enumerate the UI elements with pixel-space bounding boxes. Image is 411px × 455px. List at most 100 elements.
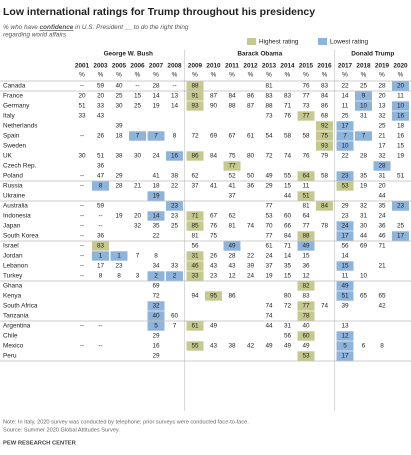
cell-value: -- [80, 183, 84, 190]
percent-sign: % [361, 72, 367, 79]
percent-sign: % [79, 72, 85, 79]
country-label: France [3, 93, 23, 100]
cell-value: 10 [360, 103, 368, 110]
cell-value: 88 [228, 103, 236, 110]
cell-value: 62 [228, 213, 236, 220]
cell-value: 91 [191, 93, 199, 100]
lowest-highlight [336, 171, 354, 181]
cell-value: 25 [341, 113, 349, 120]
lowest-highlight [373, 161, 391, 171]
cell-value: 49 [284, 343, 292, 350]
cell-value: 16 [152, 343, 160, 350]
cell-value: 20 [378, 183, 386, 190]
cell-value: 12 [302, 273, 310, 280]
cell-value: 88 [302, 233, 310, 240]
percent-sign: % [342, 72, 348, 79]
year-header: 2007 [149, 63, 164, 70]
cell-value: 43 [210, 343, 218, 350]
cell-value: 64 [302, 173, 310, 180]
cell-value: 74 [265, 313, 273, 320]
cell-value: 35 [152, 223, 160, 230]
highest-highlight [186, 91, 204, 101]
cell-value: 77 [265, 233, 273, 240]
cell-value: 5 [343, 343, 347, 350]
cell-value: 3 [136, 273, 140, 280]
cell-value: 51 [302, 193, 310, 200]
lowest-highlight [336, 341, 354, 351]
cell-value: 30 [115, 103, 123, 110]
cell-value: 93 [321, 143, 329, 150]
cell-value: 17 [397, 233, 405, 240]
cell-value: 31 [378, 173, 386, 180]
lowest-highlight [297, 241, 315, 251]
cell-value: -- [98, 323, 102, 330]
cell-value: 53 [265, 213, 273, 220]
cell-value: 26 [97, 133, 105, 140]
cell-value: 25 [397, 223, 405, 230]
cell-value: 29 [265, 183, 273, 190]
cell-value: 6 [362, 343, 366, 350]
cell-value: -- [80, 203, 84, 210]
cell-value: 11 [342, 273, 349, 280]
cell-value: 23 [341, 173, 349, 180]
legend-swatch [247, 38, 256, 45]
country-label: Israel [3, 243, 19, 250]
cell-value: 65 [378, 293, 386, 300]
cell-value: 82 [302, 283, 310, 290]
cell-value: 40 [115, 83, 123, 90]
cell-value: 22 [341, 83, 349, 90]
subtitle-part: % who have [3, 24, 40, 31]
cell-value: 12 [341, 333, 349, 340]
cell-value: 40 [152, 313, 160, 320]
cell-value: 67 [210, 213, 218, 220]
lowest-highlight [147, 131, 165, 141]
cell-value: -- [80, 273, 84, 280]
cell-value: 30 [360, 223, 368, 230]
legend-swatch [318, 38, 327, 45]
cell-value: 14 [152, 213, 160, 220]
lowest-highlight [147, 211, 165, 221]
cell-value: 69 [210, 133, 218, 140]
cell-value: 8 [99, 273, 103, 280]
percent-sign: % [379, 72, 385, 79]
cell-value: 2 [173, 273, 177, 280]
cell-value: 84 [321, 203, 329, 210]
lowest-highlight [336, 141, 354, 151]
cell-value: 8 [99, 183, 103, 190]
cell-value: 34 [152, 263, 160, 270]
cell-value: -- [80, 323, 84, 330]
cell-value: 69 [152, 283, 160, 290]
cell-value: 76 [284, 113, 292, 120]
cell-value: 49 [228, 243, 236, 250]
year-header: 2001 [75, 63, 90, 70]
cell-value: 19 [265, 273, 273, 280]
cell-value: -- [80, 213, 84, 220]
cell-value: 84 [321, 93, 329, 100]
cell-value: 87 [210, 93, 218, 100]
year-header: 2013 [262, 63, 277, 70]
cell-value: 24 [341, 223, 349, 230]
cell-value: 73 [302, 103, 310, 110]
percent-sign: % [153, 72, 159, 79]
cell-value: -- [80, 233, 84, 240]
cell-value: 75 [321, 133, 329, 140]
cell-value: 5 [154, 323, 158, 330]
cell-value: 24 [152, 153, 160, 160]
year-header: 2006 [130, 63, 145, 70]
cell-value: 86 [247, 93, 255, 100]
legend-label: Lowest rating [330, 39, 368, 46]
highest-highlight [186, 151, 204, 161]
cell-value: 83 [321, 83, 329, 90]
lowest-highlight [336, 331, 354, 341]
year-header: 2016 [317, 63, 332, 70]
cell-value: 81 [228, 223, 236, 230]
cell-value: -- [80, 173, 84, 180]
cell-value: 86 [191, 153, 199, 160]
subtitle-line: regarding world affairs [3, 32, 67, 39]
cell-value: 32 [378, 113, 386, 120]
cell-value: 52 [228, 173, 236, 180]
cell-value: 67 [228, 133, 236, 140]
country-label: Ukraine [3, 193, 25, 200]
cell-value: -- [80, 263, 84, 270]
cell-value: 2 [154, 273, 158, 280]
